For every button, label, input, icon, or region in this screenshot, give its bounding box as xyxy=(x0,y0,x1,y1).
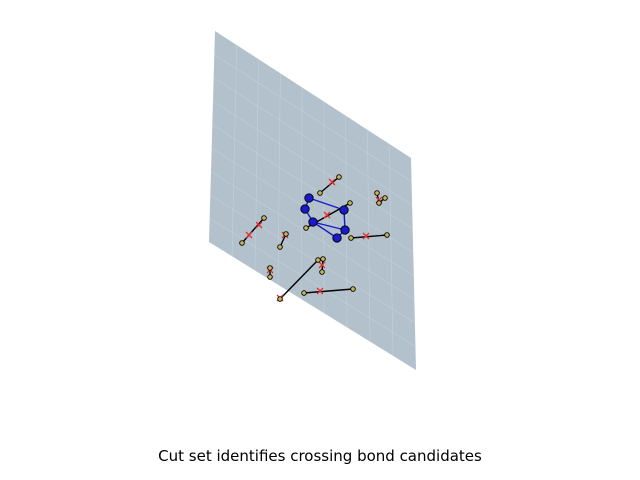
atom xyxy=(319,269,325,275)
ring-atom xyxy=(339,205,349,215)
plane-grid-line xyxy=(212,124,414,253)
atom xyxy=(374,190,380,196)
atoms xyxy=(239,174,390,302)
plane-grid-line xyxy=(300,87,303,299)
plane-grid-line xyxy=(213,77,413,206)
atom xyxy=(267,265,273,271)
atom xyxy=(348,235,354,241)
x-cross-icon xyxy=(323,211,331,219)
plane-grid-line xyxy=(231,45,238,257)
crossing-bond xyxy=(350,234,388,239)
x-cross-icon xyxy=(316,287,324,295)
atom xyxy=(239,240,245,246)
plane-grid-line xyxy=(277,73,281,285)
x-cross-icon xyxy=(318,261,326,269)
x-cross-icon xyxy=(255,221,263,229)
atom xyxy=(384,232,390,238)
plane-grid-line xyxy=(210,194,416,324)
ring-atom xyxy=(332,233,342,243)
ring-atom xyxy=(340,225,350,235)
ring-atom xyxy=(308,217,318,227)
ring-bond xyxy=(308,197,345,211)
crossing-bond xyxy=(303,288,354,294)
atom xyxy=(382,195,388,201)
atom xyxy=(303,225,309,231)
plane-grid-line xyxy=(345,115,348,328)
atom xyxy=(301,290,307,296)
atom xyxy=(277,244,283,250)
atom xyxy=(317,190,323,196)
crossing-bond xyxy=(279,259,319,300)
plane-grid-line xyxy=(210,171,415,300)
x-cross-icon xyxy=(328,178,336,186)
atom xyxy=(261,215,267,221)
plane-grid-line xyxy=(212,101,413,229)
atom xyxy=(347,200,353,206)
plane-grid-line xyxy=(254,59,259,271)
atom xyxy=(277,296,283,302)
atom xyxy=(376,200,382,206)
atom xyxy=(320,256,326,262)
plane-grid xyxy=(209,45,416,356)
x-cross-icon xyxy=(245,231,253,239)
ring-bond xyxy=(312,221,338,239)
plane-grid-line xyxy=(211,147,414,277)
ring-bond xyxy=(312,221,346,231)
figure-caption: Cut set identifies crossing bond candida… xyxy=(158,447,482,465)
plane-grid-line xyxy=(388,143,394,356)
plane-grid-line xyxy=(214,54,412,182)
plane-grid-line xyxy=(367,129,371,342)
atom xyxy=(267,274,273,280)
ring-atom xyxy=(304,193,314,203)
atom xyxy=(315,257,321,263)
atom xyxy=(283,231,289,237)
atom xyxy=(350,286,356,292)
ring-atom xyxy=(300,204,310,214)
crossing-bond xyxy=(241,217,265,244)
atom xyxy=(336,174,342,180)
x-cross-icon xyxy=(362,232,370,240)
